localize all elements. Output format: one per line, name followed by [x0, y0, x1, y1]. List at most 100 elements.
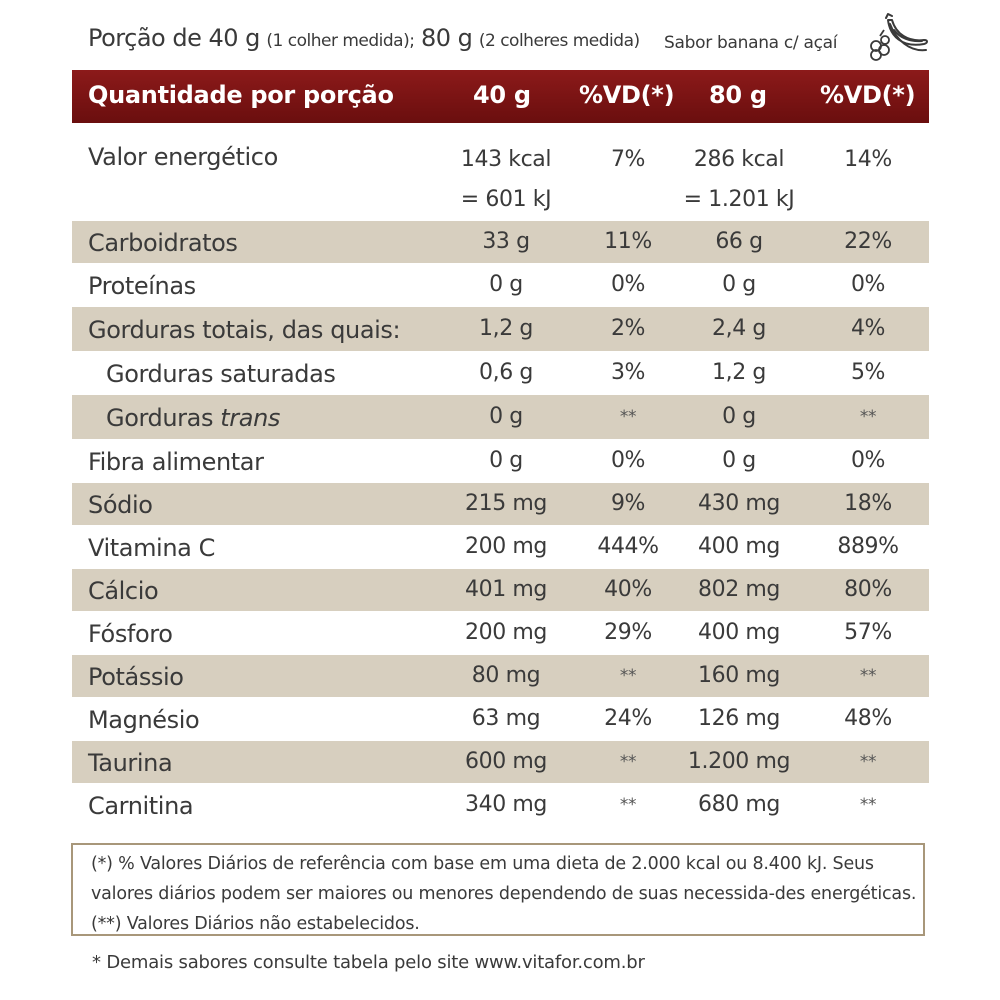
value-80: 1,2 g [712, 360, 766, 385]
vd-80: ** [859, 407, 877, 427]
value-40: 600 mg [465, 749, 547, 774]
vd-80: 0% [850, 448, 886, 473]
row-name: Taurina [88, 749, 173, 777]
row-name: Fibra alimentar [88, 448, 264, 476]
value-80: 0 g [722, 448, 756, 473]
vd-80: 22% [844, 229, 892, 254]
value-40: 0 g [489, 448, 523, 473]
vd-40: 11% [604, 229, 652, 254]
daily-values-note-text: (*) % Valores Diários de referência com … [91, 854, 917, 934]
banana-acai-icon [870, 13, 928, 61]
row-name: Fósforo [88, 620, 173, 648]
value-40: 200 mg [465, 534, 547, 559]
serving-40-label: Porção de 40 g [88, 24, 260, 52]
table-row: Vitamina C 200 mg 444% 400 mg 889% [72, 525, 929, 569]
header-col-80g: 80 g [709, 81, 767, 109]
value-40: 33 g [482, 229, 530, 254]
table-row: Gorduras totais, das quais: 1,2 g 2% 2,4… [72, 307, 929, 351]
vd-80: ** [859, 752, 877, 772]
value-80: 0 g [722, 404, 756, 429]
row-name: Vitamina C [88, 534, 216, 562]
row-name: Cálcio [88, 577, 159, 605]
value-40: 0 g [489, 404, 523, 429]
table-row: Cálcio 401 mg 40% 802 mg 80% [72, 569, 929, 611]
value-40: 215 mg [465, 491, 547, 516]
value-80: 430 mg [698, 491, 780, 516]
vd-80: 57% [844, 620, 892, 645]
serving-80-label: 80 g [420, 24, 473, 52]
header-col-vd-40: %VD(*) [579, 81, 675, 109]
row-name: Carnitina [88, 792, 194, 820]
value-80: 126 mg [698, 706, 780, 731]
value-80: 0 g [722, 272, 756, 297]
row-name: Sódio [88, 491, 153, 519]
value-40: 80 mg [471, 663, 541, 688]
value-40: 401 mg [465, 577, 547, 602]
value-40: 1,2 g [479, 316, 533, 341]
vd-40: 29% [604, 620, 652, 645]
row-name-text: Gorduras [106, 404, 214, 432]
table-row: Gorduras trans 0 g ** 0 g ** [72, 395, 929, 439]
table-header: Quantidade por porção 40 g %VD(*) 80 g %… [72, 70, 929, 123]
energy-80-kj: = 1.201 kJ [683, 187, 795, 212]
value-40: 0,6 g [479, 360, 533, 385]
energy-vd-40: 7% [610, 147, 646, 172]
row-name: Magnésio [88, 706, 200, 734]
vd-80: 48% [844, 706, 892, 731]
value-40: 340 mg [465, 792, 547, 817]
table-row: Proteínas 0 g 0% 0 g 0% [72, 263, 929, 307]
value-80: 400 mg [698, 620, 780, 645]
row-name: Gorduras saturadas [106, 360, 336, 388]
vd-40: 0% [610, 272, 646, 297]
header-label: Quantidade por porção [88, 81, 394, 109]
vd-40: ** [619, 407, 637, 427]
row-name: Potássio [88, 663, 184, 691]
table-row: Potássio 80 mg ** 160 mg ** [72, 655, 929, 697]
row-name-italic: trans [220, 404, 280, 432]
vd-40: 444% [597, 534, 659, 559]
row-name: Gorduras totais, das quais: [88, 316, 401, 344]
value-80: 160 mg [698, 663, 780, 688]
table-row: Taurina 600 mg ** 1.200 mg ** [72, 741, 929, 783]
footer-note: * Demais sabores consulte tabela pelo si… [92, 952, 645, 973]
serving-size: Porção de 40 g (1 colher medida); 80 g (… [88, 24, 640, 52]
vd-80: 0% [850, 272, 886, 297]
value-40: 200 mg [465, 620, 547, 645]
value-80: 400 mg [698, 534, 780, 559]
vd-40: 0% [610, 448, 646, 473]
vd-40: 3% [610, 360, 646, 385]
table-row: Gorduras saturadas 0,6 g 3% 1,2 g 5% [72, 351, 929, 395]
vd-80: 5% [850, 360, 886, 385]
vd-80: ** [859, 795, 877, 815]
energy-40-kj: = 601 kJ [460, 187, 552, 212]
serving-40-note: (1 colher medida); [266, 31, 415, 51]
daily-values-note: (*) % Valores Diários de referência com … [71, 843, 925, 936]
value-40: 0 g [489, 272, 523, 297]
vd-80: ** [859, 666, 877, 686]
value-80: 680 mg [698, 792, 780, 817]
energy-80-kcal: 286 kcal [693, 147, 785, 172]
value-80: 802 mg [698, 577, 780, 602]
row-name: Gorduras trans [106, 404, 280, 432]
energy-40-kcal: 143 kcal [460, 147, 552, 172]
flavor-label: Sabor banana c/ açaí [664, 33, 838, 53]
energy-vd-80: 14% [844, 147, 892, 172]
table-row: Carboidratos 33 g 11% 66 g 22% [72, 221, 929, 263]
table-row: Fibra alimentar 0 g 0% 0 g 0% [72, 439, 929, 483]
vd-80: 889% [837, 534, 899, 559]
row-name: Proteínas [88, 272, 196, 300]
vd-40: ** [619, 752, 637, 772]
header-col-vd-80: %VD(*) [820, 81, 916, 109]
table-row: Fósforo 200 mg 29% 400 mg 57% [72, 611, 929, 655]
vd-40: 40% [604, 577, 652, 602]
row-name: Valor energético [88, 143, 278, 171]
row-name: Carboidratos [88, 229, 238, 257]
vd-40: ** [619, 795, 637, 815]
vd-40: 9% [610, 491, 646, 516]
header-col-40g: 40 g [473, 81, 531, 109]
table-row: Sódio 215 mg 9% 430 mg 18% [72, 483, 929, 525]
vd-40: ** [619, 666, 637, 686]
value-80: 2,4 g [712, 316, 766, 341]
vd-80: 80% [844, 577, 892, 602]
table-row-energy: Valor energético 143 kcal = 601 kJ 7% 28… [72, 123, 929, 221]
